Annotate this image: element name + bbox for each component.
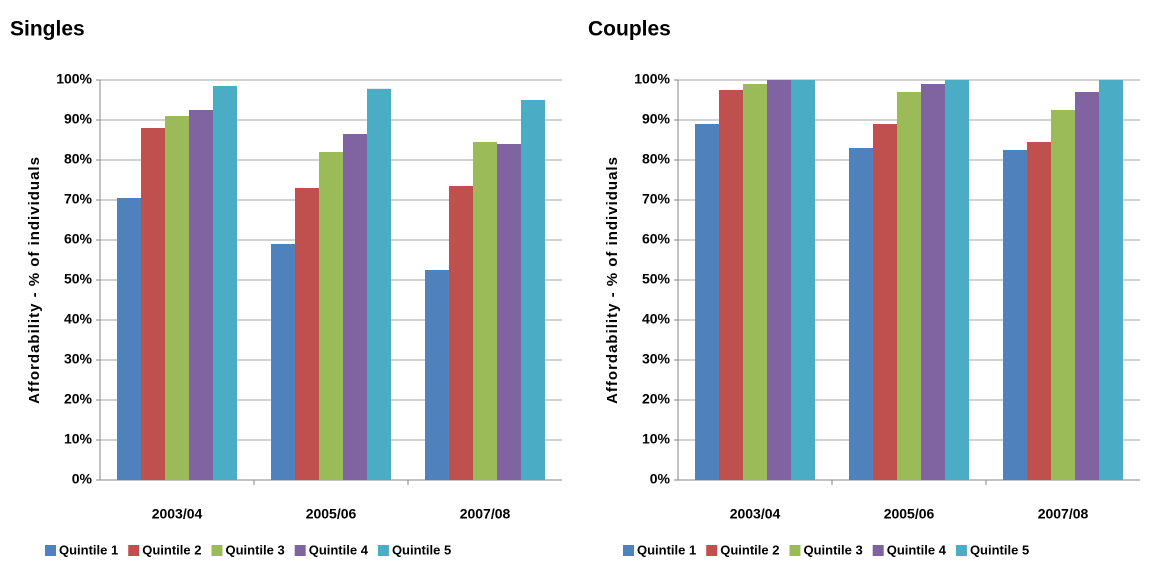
chart-title: Singles (10, 18, 85, 41)
y-tick-label: 10% (64, 431, 93, 447)
x-tick-label: 2003/04 (730, 506, 781, 522)
y-tick-label: 50% (64, 271, 93, 287)
legend-label: Quintile 5 (392, 542, 451, 557)
bar (1075, 92, 1099, 480)
y-tick-label: 40% (64, 311, 93, 327)
bar (521, 100, 545, 480)
legend-label: Quintile 5 (970, 542, 1029, 557)
x-tick-label: 2005/06 (884, 506, 935, 522)
bar (213, 86, 237, 480)
bar (897, 92, 921, 480)
bar (295, 188, 319, 480)
y-tick-label: 70% (642, 191, 671, 207)
legend-swatch (955, 545, 967, 556)
bar (425, 270, 449, 480)
y-tick-label: 0% (650, 471, 671, 487)
bar (449, 186, 473, 480)
bar (719, 90, 743, 480)
legend-swatch (45, 545, 56, 556)
bar (791, 80, 815, 480)
y-tick-label: 100% (634, 71, 670, 87)
legend-swatch (377, 545, 389, 556)
y-tick-label: 20% (64, 391, 93, 407)
bar (497, 144, 521, 480)
bar (1027, 142, 1051, 480)
y-axis-title: Affordability - % of individuals (26, 156, 43, 404)
y-axis-title: Affordability - % of individuals (604, 156, 621, 404)
bar (743, 84, 767, 480)
legend-label: Quintile 3 (803, 542, 862, 557)
y-tick-label: 0% (72, 471, 93, 487)
y-tick-label: 50% (642, 271, 671, 287)
bar (767, 80, 791, 480)
bar (319, 152, 343, 480)
legend-label: Quintile 2 (720, 542, 779, 557)
legend-label: Quintile 4 (309, 542, 369, 557)
bar (141, 128, 165, 480)
y-tick-label: 40% (642, 311, 671, 327)
bar (921, 84, 945, 480)
bar (189, 110, 213, 480)
bar (473, 142, 497, 480)
x-tick-label: 2007/08 (460, 506, 511, 522)
legend-swatch (128, 545, 140, 556)
bar (271, 244, 295, 480)
y-tick-label: 30% (64, 351, 93, 367)
chart-title: Couples (588, 18, 671, 41)
legend-label: Quintile 2 (142, 542, 201, 557)
y-tick-label: 60% (64, 231, 93, 247)
x-tick-label: 2007/08 (1038, 506, 1089, 522)
x-tick-label: 2003/04 (152, 506, 203, 522)
bar (367, 88, 391, 481)
y-tick-label: 90% (642, 111, 671, 127)
bar (873, 124, 897, 480)
legend-label: Quintile 1 (59, 542, 118, 557)
bar (1099, 80, 1123, 480)
bar (695, 124, 719, 480)
legend-swatch (789, 545, 801, 556)
legend-label: Quintile 3 (225, 542, 284, 557)
bar (1003, 150, 1027, 480)
legend-swatch (623, 545, 634, 556)
x-tick-label: 2005/06 (306, 506, 357, 522)
legend-label: Quintile 4 (887, 542, 947, 557)
bar (849, 148, 873, 480)
y-tick-label: 70% (64, 191, 93, 207)
legend-label: Quintile 1 (637, 542, 696, 557)
bar (165, 116, 189, 480)
y-tick-label: 100% (56, 71, 92, 87)
bar (1051, 110, 1075, 480)
legend-swatch (706, 545, 718, 556)
legend-swatch (211, 545, 223, 556)
y-tick-label: 30% (642, 351, 671, 367)
y-tick-label: 20% (642, 391, 671, 407)
y-tick-label: 60% (642, 231, 671, 247)
y-tick-label: 80% (642, 151, 671, 167)
bar (343, 134, 367, 480)
legend-swatch (294, 545, 306, 556)
legend-swatch (872, 545, 884, 556)
y-tick-label: 90% (64, 111, 93, 127)
bar (945, 80, 969, 480)
bar (117, 198, 141, 480)
y-tick-label: 10% (642, 431, 671, 447)
y-tick-label: 80% (64, 151, 93, 167)
